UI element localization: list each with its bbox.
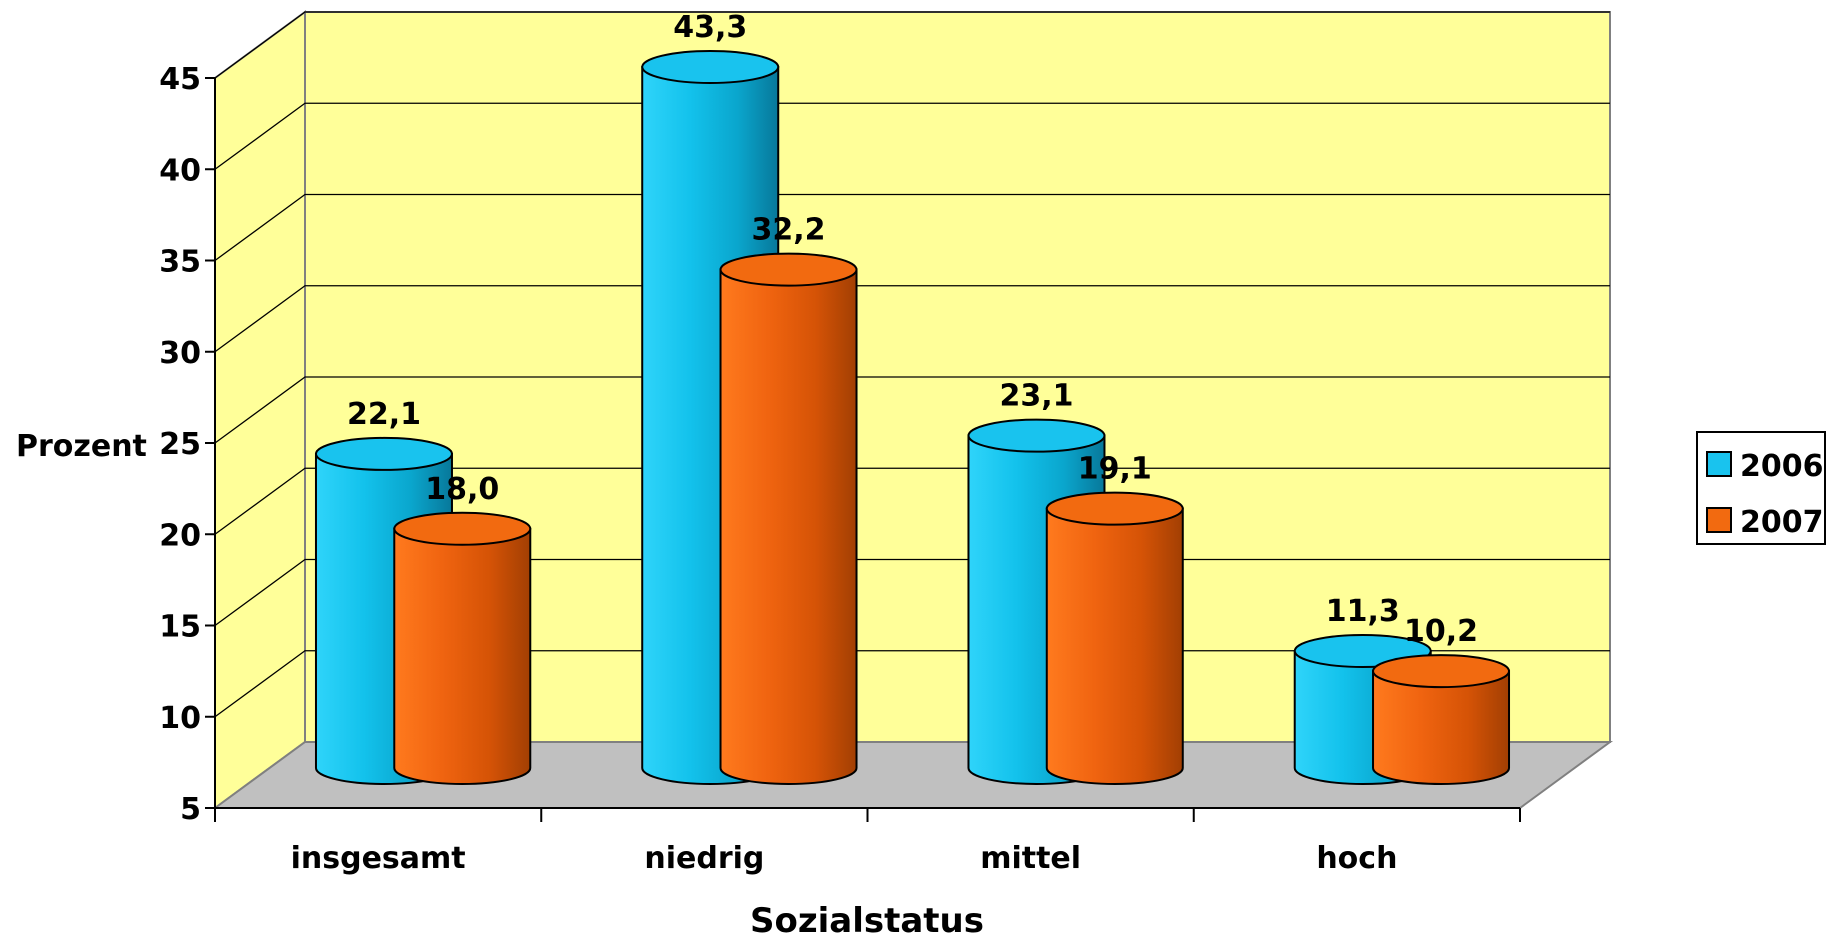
legend-label-2006: 2006 — [1740, 449, 1824, 484]
bar-2007-niedrig: 32,2 — [719, 213, 858, 785]
gridlines — [214, 11, 1610, 718]
category-label: insgesamt — [291, 841, 466, 876]
y-tick-label: 5 — [180, 792, 201, 827]
category-label: hoch — [1316, 841, 1397, 876]
data-label: 19,1 — [1078, 452, 1152, 487]
bar-top — [641, 50, 780, 85]
legend-swatch-2007 — [1706, 507, 1732, 533]
y-tick-label: 10 — [159, 701, 201, 736]
data-label: 43,3 — [673, 10, 747, 45]
bar-body — [393, 527, 532, 785]
y-tick-label: 30 — [159, 336, 201, 371]
bar-body — [1045, 507, 1184, 785]
gridline — [214, 193, 1610, 262]
bar-body — [719, 268, 858, 785]
y-tick-label: 15 — [159, 610, 201, 645]
bar-2007-hoch: 10,2 — [1372, 614, 1511, 785]
x-axis-title: Sozialstatus — [750, 901, 984, 941]
data-label: 22,1 — [347, 397, 421, 432]
gridline — [214, 11, 1610, 79]
y-tick-label: 45 — [159, 62, 201, 97]
gridline — [214, 467, 1610, 535]
y-tick-label: 35 — [159, 245, 201, 280]
gridline — [214, 102, 1610, 170]
data-label: 18,0 — [425, 472, 499, 507]
y-axis: 5 10 15 20 25 30 35 40 45 — [159, 62, 216, 827]
bar-body — [1372, 670, 1511, 785]
bar-2007-insgesamt: 18,0 — [393, 472, 532, 785]
gridline — [214, 376, 1610, 444]
legend: 2006 2007 — [1696, 431, 1826, 545]
y-tick-label: 40 — [159, 153, 201, 188]
gridline — [214, 285, 1610, 353]
y-tick-label: 25 — [159, 427, 201, 462]
bar-top — [967, 418, 1106, 453]
data-label: 11,3 — [1326, 594, 1400, 629]
y-tick-label: 20 — [159, 518, 201, 553]
bars: 22,1 18,0 43,3 32,2 23,1 19,1 11,310,2 — [314, 10, 1511, 785]
category-label: mittel — [980, 841, 1081, 876]
category-label: niedrig — [644, 841, 764, 876]
data-label: 32,2 — [752, 213, 826, 248]
legend-swatch-2006 — [1706, 451, 1732, 477]
data-label: 23,1 — [999, 379, 1073, 414]
bar-top — [1372, 654, 1511, 689]
bar-top — [719, 252, 858, 287]
y-axis-title: Prozent — [16, 429, 147, 464]
bar-top — [314, 436, 453, 471]
data-label: 10,2 — [1404, 614, 1478, 649]
bar-2007-mittel: 19,1 — [1045, 452, 1184, 785]
bar-top — [1045, 491, 1184, 526]
legend-label-2007: 2007 — [1740, 505, 1824, 540]
x-axis: insgesamt niedrig mittel hoch — [214, 807, 1521, 876]
bar-top — [393, 511, 532, 546]
